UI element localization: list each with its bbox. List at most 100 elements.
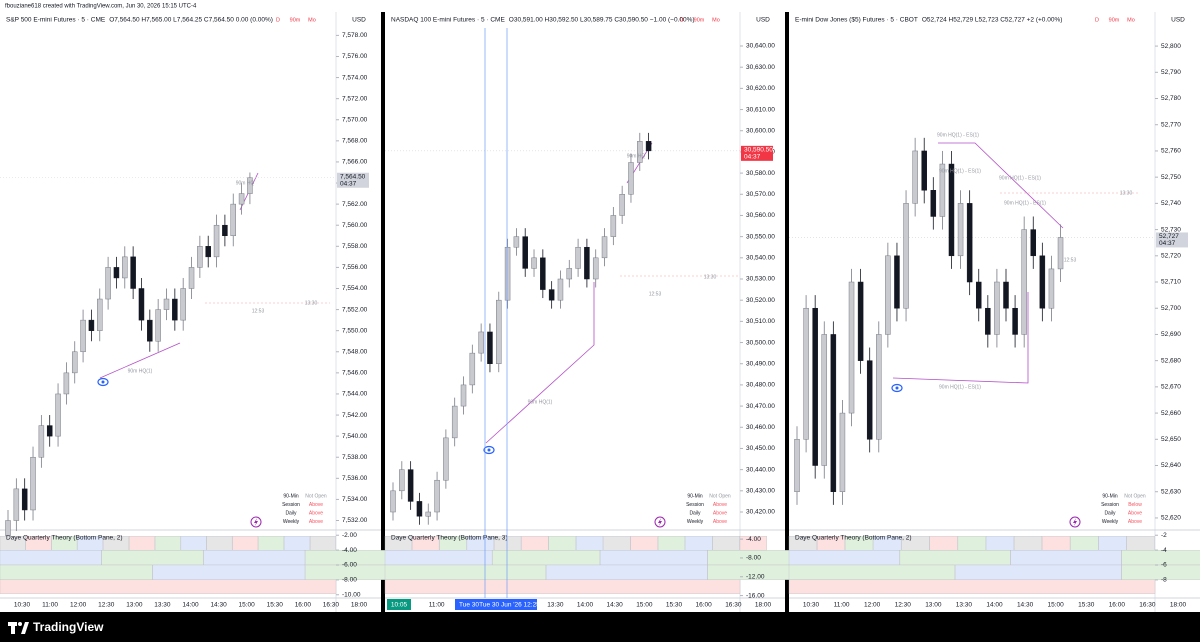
candle-body (592, 257, 599, 280)
currency: USD (352, 17, 366, 24)
y-tick-label: 52,700 (1161, 305, 1181, 312)
interval-button[interactable]: D (680, 17, 684, 23)
caption: fbouziane618 created with TradingView.co… (5, 4, 197, 10)
candle-body (147, 319, 153, 342)
y-tick-label: 30,600.00 (746, 127, 775, 134)
x-tick-label: 15:00 (636, 602, 653, 609)
candle-body (247, 177, 253, 194)
y-tick-label: 7,538.00 (342, 454, 368, 461)
candle-body (238, 193, 245, 205)
status-cell: 90-Min (687, 493, 703, 499)
countdown: 04:37 (744, 154, 761, 161)
x-tick-label: 16:00 (295, 602, 312, 609)
separator (785, 12, 789, 612)
interval-button[interactable]: 90m (290, 17, 301, 23)
pane-y-tick-label: -8.00 (746, 555, 761, 562)
y-tick-label: 30,530.00 (746, 276, 775, 283)
pane-block (1121, 564, 1200, 580)
pane-y-tick-label: -4 (1161, 547, 1167, 554)
y-tick-label: 7,578.00 (342, 32, 368, 39)
pane-block (203, 550, 306, 566)
pane-y-tick-label: -16.00 (746, 592, 765, 599)
pane-block (206, 536, 233, 551)
pane-block (521, 536, 549, 551)
y-tick-label: 30,470.00 (746, 403, 775, 410)
candle-body (894, 255, 900, 309)
pane-block (685, 536, 713, 551)
interval-button[interactable]: Mo (1127, 17, 1135, 23)
pane-block (955, 564, 1122, 580)
candle-body (912, 150, 918, 204)
candle-body (163, 298, 170, 310)
candle-body (88, 319, 95, 331)
x-tick-label: 10:30 (14, 602, 31, 609)
status-cell: Weekly (283, 519, 300, 525)
pane-block (492, 550, 600, 566)
y-tick-label: 7,562.00 (342, 201, 368, 208)
status-cell: Above (1128, 510, 1142, 516)
interval-button[interactable]: Mo (308, 17, 316, 23)
annotation: 90m HQ(1) - ES(1) (939, 384, 981, 390)
y-tick-label: 7,558.00 (342, 243, 368, 250)
candle-body (390, 490, 396, 513)
x-tick-label: 15:30 (1078, 602, 1095, 609)
y-tick-label: 52,720 (1161, 253, 1181, 260)
candle-body (504, 246, 511, 301)
candle-body (213, 224, 220, 258)
y-tick-label: 7,576.00 (342, 53, 368, 60)
y-tick-label: 7,560.00 (342, 222, 368, 229)
y-tick-label: 30,500.00 (746, 339, 775, 346)
status-cell: Daily (285, 510, 297, 516)
pane-y-tick-label: -2 (1161, 532, 1167, 539)
candle-body (803, 307, 809, 440)
candle-body (1003, 281, 1009, 309)
pane-y-tick-label: -8.00 (342, 577, 357, 584)
annotation: 90m HQ(1) - ES(1) (999, 175, 1041, 181)
interval-button[interactable]: D (276, 17, 280, 23)
status-cell: Above (309, 502, 323, 508)
y-tick-label: 30,440.00 (746, 466, 775, 473)
interval-button[interactable]: 90m (1109, 17, 1120, 23)
pane-block (384, 579, 741, 594)
interval-button[interactable]: Mo (712, 17, 720, 23)
candle-body (1048, 268, 1055, 309)
cursor-label: Tue 30 (459, 602, 479, 609)
y-tick-label: 30,560.00 (746, 212, 775, 219)
eye-icon (487, 448, 491, 452)
candle-body (205, 246, 211, 258)
status-cell: 90-Min (283, 493, 299, 499)
y-tick-label: 30,550.00 (746, 233, 775, 240)
y-tick-label: 52,750 (1161, 174, 1181, 181)
candle-body (416, 501, 423, 517)
annotation: 12:53 (252, 308, 265, 314)
candle-body (876, 334, 882, 440)
separator (381, 12, 385, 612)
status-cell: Above (309, 510, 323, 516)
x-tick-label: 11:00 (834, 602, 850, 609)
interval-button[interactable]: 90m (694, 17, 705, 23)
candle-body (939, 163, 946, 217)
x-tick-label: 11:00 (42, 602, 58, 609)
candle-body (63, 372, 70, 395)
pane-block (384, 564, 547, 580)
y-tick-label: 7,540.00 (342, 433, 368, 440)
interval-button[interactable]: D (1095, 17, 1099, 23)
candle-body (460, 384, 467, 407)
y-tick-label: 52,670 (1161, 384, 1181, 391)
y-tick-label: 7,534.00 (342, 496, 368, 503)
y-tick-label: 52,780 (1161, 95, 1181, 102)
candle-body (885, 255, 891, 335)
y-tick-label: 52,630 (1161, 488, 1181, 495)
pane-block (1098, 536, 1127, 551)
annotation: 90m HQ(1) (528, 399, 553, 405)
y-tick-label: 30,480.00 (746, 382, 775, 389)
logo-mark (8, 622, 17, 626)
pane-block (899, 550, 1011, 566)
y-tick-label: 30,510.00 (746, 318, 775, 325)
y-tick-label: 52,650 (1161, 436, 1181, 443)
y-tick-label: 30,420.00 (746, 509, 775, 516)
candle-body (1057, 237, 1064, 270)
pane-block (0, 564, 153, 580)
candle-body (566, 268, 573, 280)
x-tick-label: 16:30 (725, 602, 742, 609)
